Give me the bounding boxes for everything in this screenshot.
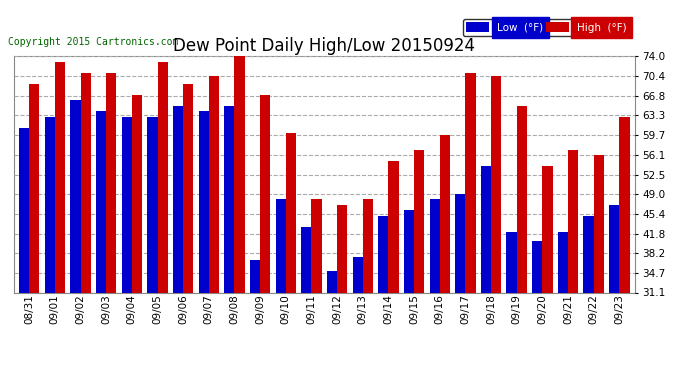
Bar (29, 84, 39, 292)
Bar (81, 73, 91, 292)
Bar (481, 166, 491, 292)
Bar (302, 227, 311, 292)
Bar (593, 155, 604, 292)
Bar (55, 62, 65, 292)
Bar (609, 205, 620, 292)
Bar (506, 232, 517, 292)
Bar (19, 128, 29, 292)
Bar (260, 95, 270, 292)
Bar (414, 150, 424, 292)
Bar (224, 106, 235, 292)
Legend: Low  (°F), High  (°F): Low (°F), High (°F) (463, 19, 629, 36)
Bar (429, 200, 440, 292)
Title: Dew Point Daily High/Low 20150924: Dew Point Daily High/Low 20150924 (173, 37, 475, 55)
Bar (491, 76, 502, 292)
Bar (183, 84, 193, 292)
Bar (286, 134, 296, 292)
Bar (157, 62, 168, 292)
Bar (337, 205, 347, 292)
Bar (96, 111, 106, 292)
Bar (584, 216, 593, 292)
Bar (235, 56, 245, 292)
Bar (620, 117, 630, 292)
Bar (388, 161, 399, 292)
Bar (568, 150, 578, 292)
Bar (532, 241, 542, 292)
Bar (542, 166, 553, 292)
Bar (311, 200, 322, 292)
Bar (466, 73, 475, 292)
Bar (404, 210, 414, 292)
Bar (70, 100, 81, 292)
Bar (250, 260, 260, 292)
Bar (275, 200, 286, 292)
Bar (327, 271, 337, 292)
Bar (440, 135, 450, 292)
Bar (363, 200, 373, 292)
Bar (455, 194, 466, 292)
Bar (121, 117, 132, 292)
Bar (45, 117, 55, 292)
Bar (132, 95, 142, 292)
Bar (106, 73, 117, 292)
Bar (378, 216, 388, 292)
Text: Copyright 2015 Cartronics.com: Copyright 2015 Cartronics.com (8, 38, 178, 47)
Bar (517, 106, 527, 292)
Bar (173, 106, 183, 292)
Bar (558, 232, 568, 292)
Bar (199, 111, 209, 292)
Bar (353, 257, 363, 292)
Bar (209, 76, 219, 292)
Bar (147, 117, 157, 292)
